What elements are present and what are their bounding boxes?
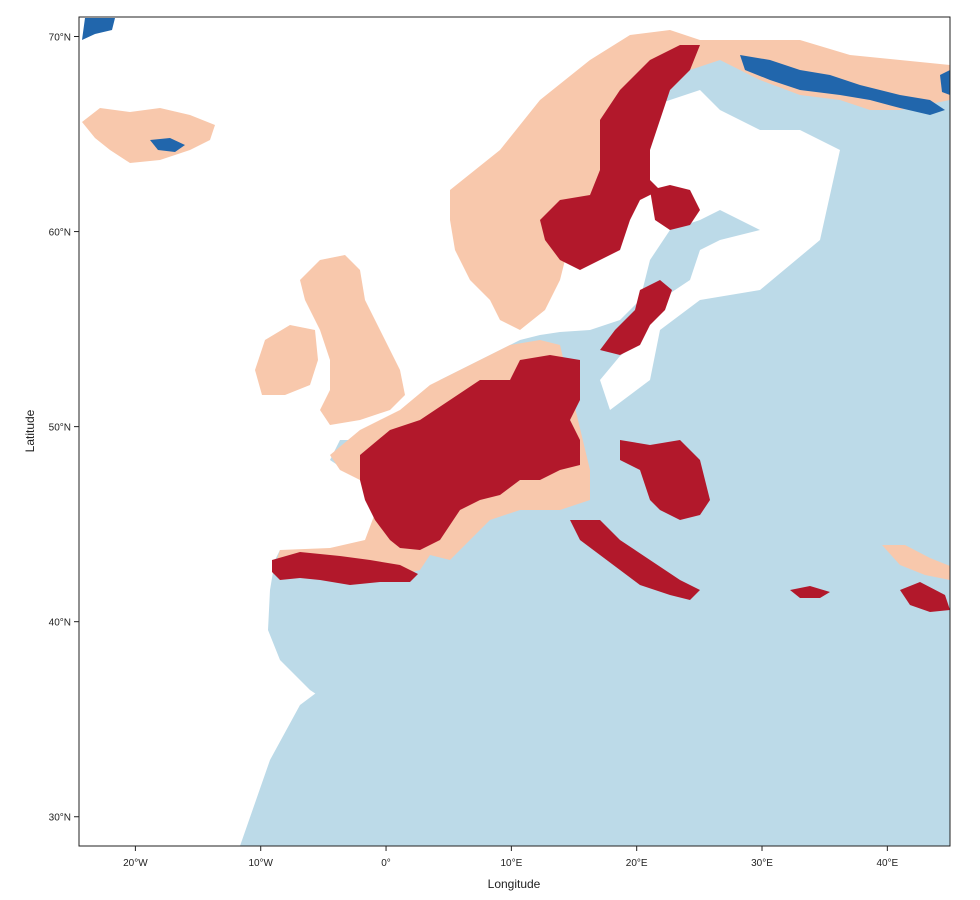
map-panel: [79, 17, 950, 846]
y-tick-label: 70°N: [49, 33, 71, 44]
x-tick-label: 10°W: [248, 858, 273, 869]
region-carpathians-darkred: [620, 440, 710, 520]
x-tick-label: 40°E: [876, 858, 898, 869]
x-axis: 20°W 10°W 0° 10°E 20°E 30°E 40°E: [123, 846, 899, 869]
y-tick-label: 40°N: [49, 618, 71, 629]
y-axis-title: Latitude: [23, 409, 37, 452]
region-britain-lightred: [300, 255, 405, 425]
x-tick-label: 10°E: [500, 858, 522, 869]
region-anatolia-darkred: [790, 586, 830, 598]
y-tick-label: 60°N: [49, 228, 71, 239]
region-iceland-darkblue: [150, 138, 185, 152]
y-tick-label: 30°N: [49, 813, 71, 824]
x-tick-label: 0°: [381, 858, 391, 869]
x-axis-title: Longitude: [488, 877, 541, 891]
region-caucasus-lightred: [882, 545, 950, 580]
region-northeast-darkblue: [940, 70, 950, 95]
region-iceland-lightred: [82, 108, 215, 163]
region-svalbard-darkblue: [82, 18, 115, 40]
region-baltic-darkred: [600, 280, 672, 355]
y-tick-label: 50°N: [49, 423, 71, 434]
region-central-darkred: [360, 355, 580, 550]
x-tick-label: 20°W: [123, 858, 148, 869]
x-tick-label: 20°E: [626, 858, 648, 869]
region-caucasus-darkred: [900, 582, 950, 612]
region-balkans-darkred: [570, 520, 700, 600]
region-ireland-lightred: [255, 325, 318, 395]
land-mainland: [240, 40, 950, 846]
region-kola-darkblue: [740, 55, 945, 115]
region-pyrenees-darkred: [272, 552, 418, 585]
region-finland-darkred: [650, 185, 700, 230]
y-axis: 30°N 40°N 50°N 60°N 70°N: [49, 33, 79, 824]
region-sweden-darkred: [540, 45, 700, 270]
x-tick-label: 30°E: [751, 858, 773, 869]
plot-frame: [78, 16, 951, 847]
region-scandinavia-lightred: [450, 30, 950, 330]
